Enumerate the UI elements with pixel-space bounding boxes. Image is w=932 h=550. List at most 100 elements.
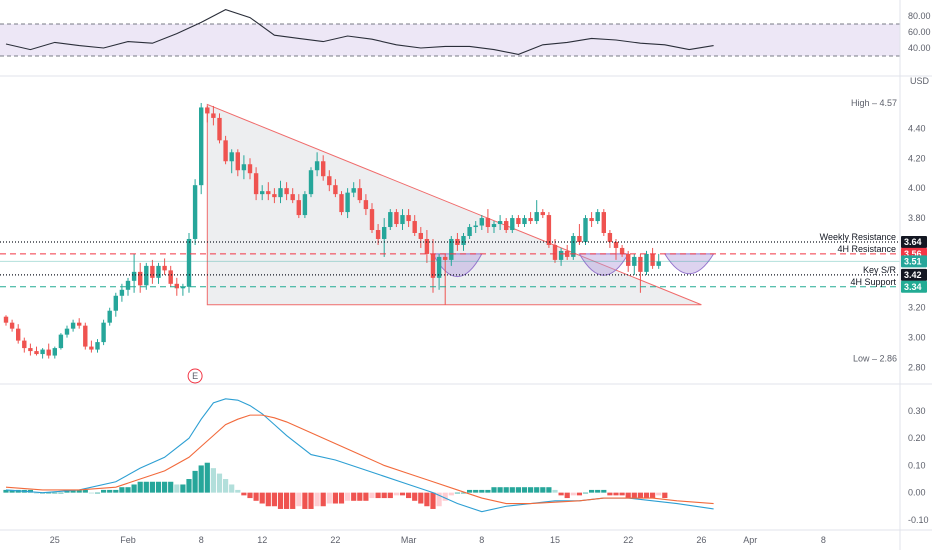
macd-histogram-bar: [613, 492, 619, 496]
macd-histogram-bar: [58, 492, 64, 494]
candle-body: [211, 113, 216, 118]
macd-histogram-bar: [332, 492, 338, 504]
macd-histogram-bar: [607, 492, 613, 496]
candle-body: [589, 218, 594, 222]
rsi-panel: 80.00 60.00 40.00: [0, 9, 931, 57]
candle-body: [260, 191, 265, 195]
candle-body: [443, 256, 448, 260]
candle-body: [626, 253, 631, 266]
candle-body: [650, 253, 655, 266]
candle-body: [64, 328, 70, 335]
macd-histogram-bar: [381, 492, 387, 499]
candle-body: [174, 283, 179, 289]
macd-histogram-bar: [9, 489, 15, 493]
macd-histogram-bar: [198, 465, 204, 493]
macd-histogram-bar: [528, 487, 534, 493]
candle-body: [266, 191, 271, 195]
macd-histogram-bar: [33, 492, 40, 494]
candle-body: [186, 238, 192, 287]
macd-histogram-bar: [479, 489, 485, 493]
candle-body: [394, 212, 399, 225]
level-label: Key S/R: [863, 265, 897, 275]
macd-histogram-bar: [345, 492, 351, 501]
candle-body: [382, 227, 387, 239]
candle-body: [199, 107, 204, 186]
price-tag: [901, 280, 927, 293]
macd-histogram-bar: [650, 492, 656, 499]
rsi-tick-label: 60.00: [908, 27, 931, 37]
candle-body: [272, 194, 277, 198]
candle-body: [28, 348, 33, 352]
macd-histogram-bar: [491, 487, 497, 493]
candle-body: [241, 164, 247, 171]
candle-body: [540, 212, 545, 216]
candle-body: [369, 209, 375, 231]
macd-histogram-bar: [351, 492, 357, 501]
macd-histogram-bar: [162, 481, 168, 493]
candle-body: [430, 253, 436, 278]
macd-histogram-bar: [552, 489, 558, 493]
macd-histogram-bar: [125, 487, 131, 493]
candle-body: [113, 295, 118, 311]
candle-body: [138, 271, 143, 286]
candle-body: [101, 322, 106, 343]
macd-histogram-bar: [192, 470, 198, 493]
macd-histogram-bar: [515, 487, 521, 493]
macd-histogram-bar: [564, 492, 570, 499]
macd-histogram-bar: [235, 489, 241, 493]
price-tag: [901, 268, 927, 281]
candle-body: [565, 250, 570, 257]
macd-histogram-bar: [375, 492, 381, 499]
time-tick-label: 8: [479, 535, 484, 545]
macd-histogram-bar: [369, 492, 375, 499]
candle-body: [436, 256, 442, 278]
macd-histogram-bar: [174, 484, 180, 493]
macd-histogram-bar: [454, 492, 460, 494]
macd-histogram-bar: [589, 489, 595, 493]
candle-body: [314, 161, 320, 171]
macd-histogram-bar: [149, 481, 155, 493]
candle-body: [321, 161, 326, 177]
candle-body: [339, 194, 344, 213]
price-tick-label: 4.20: [908, 153, 926, 163]
macd-histogram-bar: [155, 481, 162, 493]
signal-line: [5, 414, 714, 505]
macd-histogram-bar: [387, 492, 393, 499]
candle-body: [162, 265, 167, 271]
candle-body: [144, 265, 149, 286]
time-tick-label: 8: [821, 535, 826, 545]
candle-body: [46, 349, 51, 356]
candle-body: [223, 140, 228, 162]
macd-tick-label: 0.20: [908, 433, 926, 443]
macd-histogram-bar: [595, 489, 601, 493]
candle-body: [613, 241, 619, 248]
macd-histogram-bar: [399, 492, 406, 496]
rsi-band: [0, 24, 900, 56]
candle-body: [558, 250, 564, 260]
price-tag-label: 3.64: [904, 237, 922, 247]
macd-histogram-bar: [656, 492, 662, 496]
macd-histogram-bar: [131, 484, 137, 493]
macd-histogram-bar: [497, 487, 503, 493]
macd-histogram-bar: [216, 473, 223, 493]
macd-histogram-bar: [631, 492, 637, 499]
candle-body: [485, 218, 491, 228]
candle-body: [327, 176, 332, 186]
candle-body: [607, 233, 613, 242]
macd-histogram-bar: [576, 492, 582, 496]
level-label: Weekly Resistance: [820, 232, 896, 242]
price-tick-label: 4.40: [908, 123, 926, 133]
candle-body: [333, 185, 338, 195]
candle-body: [656, 261, 661, 266]
macd-histogram-bar: [509, 487, 515, 493]
currency-label: USD: [910, 76, 930, 86]
candle-body: [52, 348, 57, 356]
macd-histogram-bar: [241, 492, 247, 496]
macd-histogram-bar: [204, 462, 210, 493]
candle-body: [131, 271, 137, 281]
macd-histogram-bar: [357, 492, 363, 501]
macd-histogram-bar: [582, 492, 589, 494]
macd-histogram-bar: [271, 492, 277, 507]
macd-histogram-bar: [570, 492, 576, 496]
